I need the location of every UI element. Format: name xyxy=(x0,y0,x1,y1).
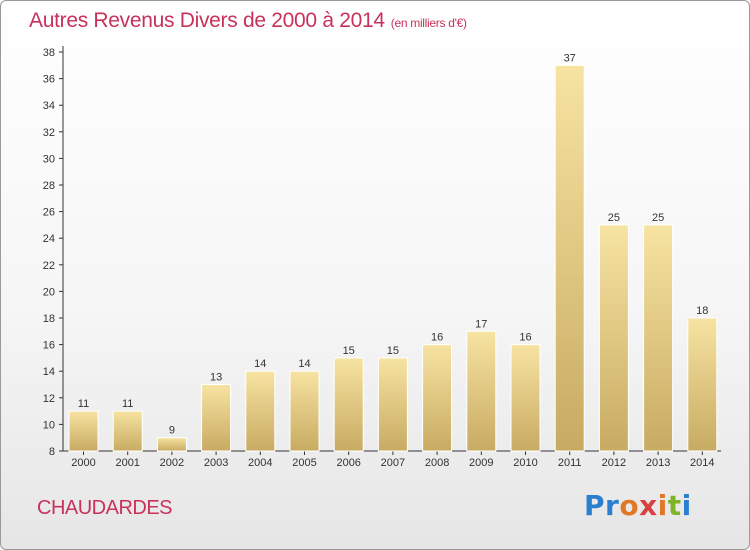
y-tick-label: 8 xyxy=(49,446,55,458)
logo-letter: t xyxy=(667,489,682,522)
x-tick-label: 2009 xyxy=(469,457,493,469)
y-tick-label: 38 xyxy=(43,47,55,59)
chart-title-text: Autres Revenus Divers de 2000 à 2014 xyxy=(29,9,385,32)
data-label: 14 xyxy=(254,358,266,370)
x-tick-label: 2013 xyxy=(646,457,670,469)
bar xyxy=(201,384,232,452)
bar xyxy=(554,64,585,452)
y-tick-label: 10 xyxy=(43,419,55,431)
data-label: 11 xyxy=(78,398,89,410)
logo-letter: i xyxy=(657,489,668,522)
chart-title: Autres Revenus Divers de 2000 à 2014 (en … xyxy=(29,9,467,33)
bar xyxy=(289,370,320,452)
data-label: 11 xyxy=(122,398,133,410)
x-tick-label: 2004 xyxy=(248,457,272,469)
logo-letter: x xyxy=(639,489,658,522)
y-tick-label: 28 xyxy=(43,180,55,192)
y-tick-label: 32 xyxy=(43,127,55,139)
data-label: 13 xyxy=(210,372,222,384)
x-tick-label: 2014 xyxy=(690,457,714,469)
y-tick-label: 20 xyxy=(43,286,55,298)
logo-letter: P xyxy=(584,489,606,522)
x-tick-label: 2002 xyxy=(160,457,184,469)
bar xyxy=(466,330,497,452)
data-label: 15 xyxy=(343,345,355,357)
y-tick-label: 22 xyxy=(43,260,55,272)
data-label: 25 xyxy=(652,212,664,224)
chart-subtitle: (en milliers d'€) xyxy=(390,16,467,30)
logo-letter: r xyxy=(605,489,620,522)
bar xyxy=(333,357,364,452)
y-tick-label: 30 xyxy=(43,153,55,165)
bar xyxy=(156,437,187,452)
y-tick-label: 24 xyxy=(43,233,55,245)
data-label: 9 xyxy=(169,425,175,437)
y-tick-label: 18 xyxy=(43,313,55,325)
bar xyxy=(687,317,718,452)
data-label: 18 xyxy=(696,305,708,317)
bar xyxy=(422,344,453,452)
x-tick-label: 2001 xyxy=(115,457,139,469)
data-label: 17 xyxy=(475,318,487,330)
data-labels: 11 11 9 13 14 14 15 15 16 17 16 37 25 25 18 xyxy=(78,52,709,436)
bar xyxy=(245,370,276,452)
x-tick-label: 2003 xyxy=(204,457,228,469)
bar xyxy=(598,224,629,452)
proxiti-logo: Proxiti xyxy=(584,489,692,522)
logo-letter: o xyxy=(619,489,640,522)
x-tick-label: 2007 xyxy=(381,457,405,469)
bars xyxy=(68,64,718,452)
bar xyxy=(643,224,674,452)
data-label: 16 xyxy=(519,332,531,344)
data-label: 16 xyxy=(431,332,443,344)
x-tick-label: 2006 xyxy=(336,457,360,469)
x-tick-label: 2000 xyxy=(71,457,95,469)
x-tick-label: 2011 xyxy=(558,457,582,469)
y-tick-label: 36 xyxy=(43,74,55,86)
x-tick-label: 2012 xyxy=(602,457,626,469)
bar xyxy=(377,357,408,452)
x-tick-label: 2005 xyxy=(292,457,316,469)
x-tick-label: 2008 xyxy=(425,457,449,469)
data-label: 37 xyxy=(564,52,576,64)
y-tick-label: 12 xyxy=(43,393,55,405)
bar xyxy=(68,410,99,452)
y-tick-label: 26 xyxy=(43,207,55,219)
y-tick-label: 34 xyxy=(43,100,55,112)
y-tick-label: 14 xyxy=(43,366,55,378)
data-label: 25 xyxy=(608,212,620,224)
x-tick-label: 2010 xyxy=(513,457,537,469)
logo-letter: i xyxy=(681,489,692,522)
bar xyxy=(112,410,143,452)
commune-name: CHAUDARDES xyxy=(37,497,173,519)
data-label: 15 xyxy=(387,345,399,357)
bar xyxy=(510,344,541,452)
data-label: 14 xyxy=(298,358,310,370)
y-tick-label: 16 xyxy=(43,340,55,352)
